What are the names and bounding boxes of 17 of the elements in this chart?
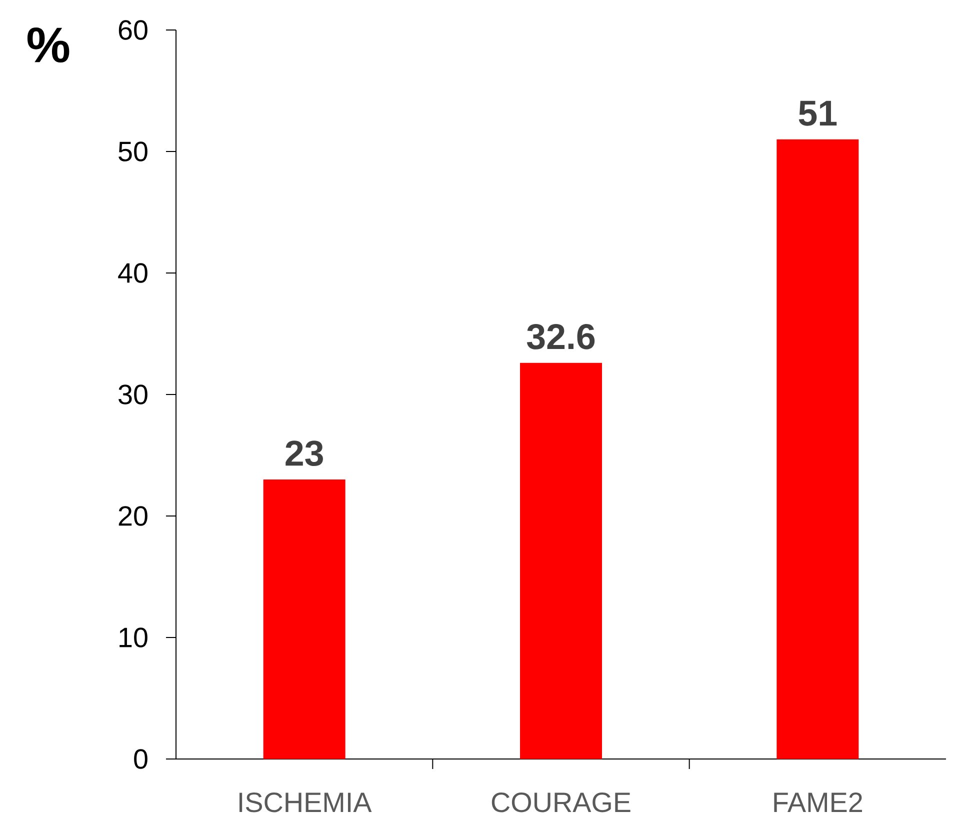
data-label: 32.6 bbox=[526, 324, 595, 350]
data-label: 23 bbox=[286, 440, 323, 466]
x-tick-label: COURAGE bbox=[492, 792, 630, 812]
y-tick-label: 30 bbox=[118, 384, 148, 405]
y-tick-label: 40 bbox=[118, 263, 148, 284]
bar bbox=[776, 140, 859, 760]
y-axis-title: % bbox=[27, 28, 70, 63]
y-tick-label: 20 bbox=[118, 506, 148, 526]
y-tick-label: 0 bbox=[134, 749, 148, 770]
y-tick-label: 50 bbox=[118, 142, 148, 162]
bar bbox=[520, 363, 602, 760]
bar bbox=[263, 480, 346, 760]
x-tick-label: ISCHEMIA bbox=[239, 792, 372, 812]
y-tick-label: 10 bbox=[120, 628, 148, 648]
y-tick-label: 60 bbox=[118, 20, 148, 40]
data-label: 51 bbox=[798, 101, 837, 126]
x-tick-label: FAME2 bbox=[774, 792, 862, 812]
